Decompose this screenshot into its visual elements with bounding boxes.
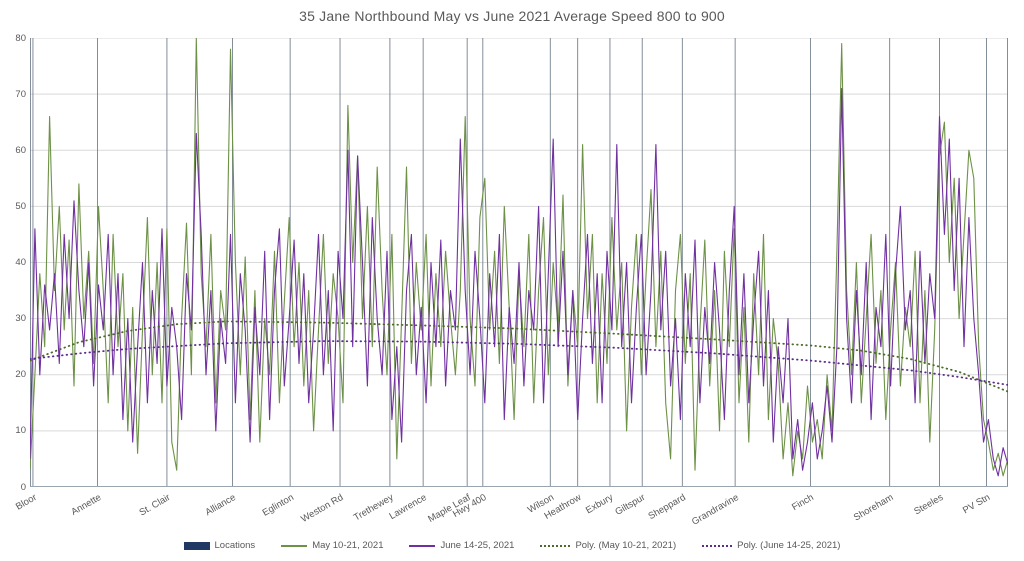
series-line	[30, 87, 1008, 477]
x-tick-label: Exbury	[584, 492, 616, 517]
legend-item: June 14-25, 2021	[409, 540, 514, 551]
y-tick-label: 40	[15, 257, 26, 268]
plot-area	[30, 38, 1008, 487]
legend-label: Poly. (May 10-21, 2021)	[575, 540, 677, 551]
chart-title: 35 Jane Northbound May vs June 2021 Aver…	[299, 8, 725, 24]
x-tick-label: Eglinton	[260, 492, 296, 519]
legend-item: May 10-21, 2021	[281, 540, 383, 551]
legend-item: Locations	[183, 540, 256, 551]
legend-line-marker-icon	[281, 544, 308, 547]
y-tick-label: 50	[15, 200, 26, 212]
x-tick-label: Grandravine	[689, 492, 741, 528]
legend-label: Locations	[214, 540, 256, 551]
legend-dotted-marker-icon	[540, 544, 571, 547]
x-tick-label: PV Stn	[960, 492, 992, 517]
y-tick-label: 60	[15, 144, 26, 156]
y-tick-label: 80	[15, 32, 26, 44]
y-tick-label: 20	[15, 369, 26, 381]
chart-canvas	[30, 38, 1008, 487]
trendline	[30, 320, 1008, 393]
y-tick-label: 0	[20, 481, 26, 493]
x-tick-label: Steeles	[912, 492, 946, 518]
y-tick-label: 10	[15, 425, 26, 437]
legend-dotted-marker-icon	[702, 544, 733, 547]
legend-label: Poly. (June 14-25, 2021)	[737, 540, 841, 551]
legend-item: Poly. (May 10-21, 2021)	[540, 540, 676, 551]
x-tick-label: Annette	[69, 492, 103, 518]
x-tick-label: Shoreham	[851, 492, 896, 524]
x-tick-label: Finch	[790, 492, 816, 514]
x-tick-label: Giltspur	[613, 492, 648, 518]
legend-line-marker-icon	[409, 544, 436, 547]
legend-label: June 14-25, 2021	[440, 540, 515, 551]
x-tick-label: Weston Rd	[299, 492, 346, 525]
legend-label: May 10-21, 2021	[312, 540, 384, 551]
x-tick-label: Trethewey	[351, 492, 396, 524]
x-tick-label: Alliance	[203, 492, 238, 519]
x-tick-label: Bloor	[13, 492, 39, 513]
legend-rect-marker-icon	[183, 541, 210, 550]
y-tick-label: 30	[15, 313, 26, 325]
legend: Locations May 10-21, 2021 June 14-25, 2021…	[0, 540, 1024, 551]
y-tick-label: 70	[15, 88, 26, 100]
x-tick-label: Lawrence	[387, 492, 429, 523]
x-tick-label: Sheppard	[646, 492, 688, 523]
series-line	[30, 38, 1008, 477]
legend-item: Poly. (June 14-25, 2021)	[702, 540, 840, 551]
x-tick-label: St. Clair	[137, 492, 173, 519]
